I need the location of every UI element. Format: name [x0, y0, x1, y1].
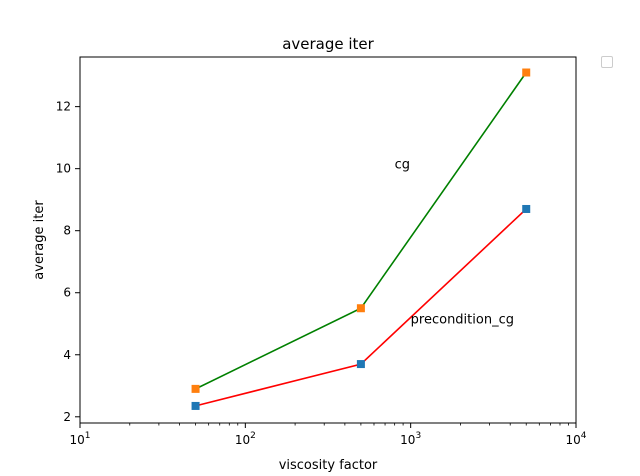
y-tick-label: 8	[63, 224, 71, 238]
y-axis-label: average iter	[32, 200, 47, 280]
x-tick-label: 102	[235, 431, 256, 447]
y-tick-label: 2	[63, 410, 71, 424]
data-point-cg	[356, 304, 365, 313]
chart-title: average iter	[282, 35, 374, 53]
annotation-label: cg	[395, 158, 410, 173]
axes-frame	[79, 56, 577, 424]
data-point-precondition_cg	[356, 360, 365, 369]
series-line-cg	[195, 72, 527, 390]
y-tick-label: 12	[56, 100, 71, 114]
data-point-cg	[522, 68, 531, 77]
data-point-precondition_cg	[191, 401, 200, 410]
plot-area: 101 102 103 104 2 4 6 8 10 12 cg precondition_cg	[56, 56, 587, 447]
data-point-precondition_cg	[522, 204, 531, 213]
legend-box	[601, 56, 613, 68]
y-tick-label: 10	[56, 162, 71, 176]
annotation-label: precondition_cg	[411, 313, 514, 328]
y-tick-label: 6	[63, 286, 71, 300]
x-axis-label: viscosity factor	[279, 458, 378, 473]
x-tick-label: 101	[69, 431, 90, 447]
x-tick-label: 104	[565, 431, 586, 447]
data-point-cg	[191, 384, 200, 393]
y-tick-label: 4	[63, 348, 71, 362]
x-tick-label: 103	[400, 431, 421, 447]
